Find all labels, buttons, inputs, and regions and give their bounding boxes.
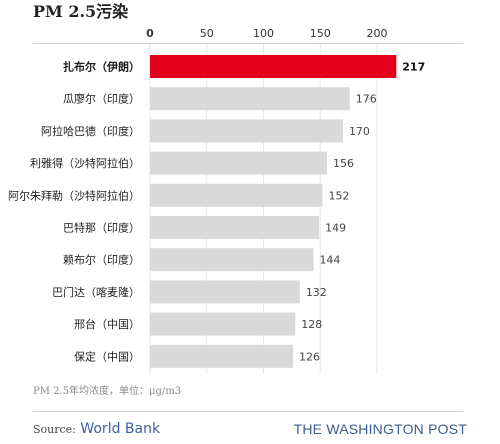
source-value: World Bank <box>80 421 161 437</box>
source-line: Source: World Bank <box>33 419 233 439</box>
bar <box>150 248 314 272</box>
category-label: 巴特那（印度） <box>63 221 140 235</box>
value-label: 176 <box>356 93 377 106</box>
bar <box>150 344 294 368</box>
value-label: 152 <box>329 189 350 202</box>
value-label: 132 <box>306 286 327 299</box>
bar <box>150 87 350 111</box>
value-label: 170 <box>349 125 370 138</box>
value-label: 126 <box>299 350 320 363</box>
chart-title: PM 2.5污染 <box>33 2 129 21</box>
publisher-brand: THE WASHINGTON POST <box>293 421 467 437</box>
category-label: 利雅得（沙特阿拉伯） <box>30 156 140 170</box>
category-label: 保定（中国） <box>74 349 140 363</box>
category-label: 邢台（中国） <box>74 317 140 331</box>
category-labels: 扎布尔（伊朗） 瓜廖尔（印度） 阿拉哈巴德（印度） 利雅得（沙特阿拉伯） 阿尔朱拜勒（沙… <box>8 60 140 364</box>
header-divider <box>33 43 463 44</box>
category-label: 巴门达（喀麦隆） <box>52 285 140 299</box>
bar <box>150 151 328 175</box>
source-label: Source: <box>33 423 76 436</box>
value-label: 217 <box>402 61 425 74</box>
bar-chart: 0 50 100 150 200 扎布尔（伊朗） 瓜廖尔（印度） 阿拉哈巴德（印度） 利雅得（… <box>8 27 425 374</box>
category-label: 赖布尔（印度） <box>63 253 140 267</box>
x-tick-label: 50 <box>200 27 214 40</box>
bar <box>150 55 397 78</box>
category-label: 阿拉哈巴德（印度） <box>41 124 140 138</box>
x-tick-label: 100 <box>253 27 274 40</box>
footer-divider <box>33 411 463 412</box>
value-labels: 217 176 170 156 152 149 144 132 128 126 <box>299 61 425 364</box>
bar <box>150 216 320 239</box>
category-label: 阿尔朱拜勒（沙特阿拉伯） <box>8 188 140 202</box>
x-tick-label: 150 <box>310 27 331 40</box>
units-footnote: PM 2.5年均浓度，单位：μg/m3 <box>33 386 182 397</box>
x-tick-label: 200 <box>367 27 388 40</box>
category-label: 瓜廖尔（印度） <box>63 92 140 106</box>
value-label: 128 <box>301 318 322 331</box>
category-label: 扎布尔（伊朗） <box>63 60 140 74</box>
bar <box>150 119 343 143</box>
bars <box>150 55 397 368</box>
value-label: 149 <box>325 222 346 235</box>
bar <box>150 183 323 207</box>
value-label: 144 <box>319 254 340 267</box>
bar <box>150 280 300 304</box>
x-axis-ticks: 0 50 100 150 200 <box>146 27 387 40</box>
x-tick-label: 0 <box>146 27 154 40</box>
value-label: 156 <box>333 157 354 170</box>
bar <box>150 312 296 336</box>
